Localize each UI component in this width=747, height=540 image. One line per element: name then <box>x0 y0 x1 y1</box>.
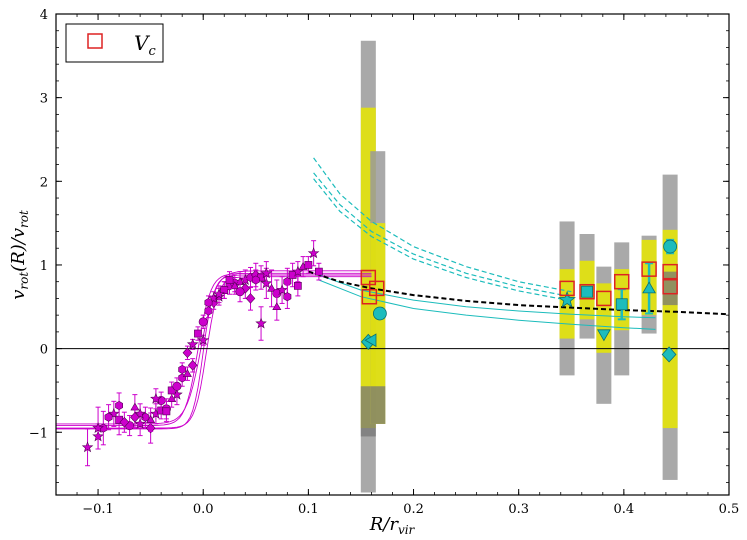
outer-markers <box>360 238 678 363</box>
yellow-band-7 <box>662 229 678 429</box>
vc-point-8 <box>662 263 678 280</box>
x-tick-label-5: 0.4 <box>614 502 635 517</box>
legend: Vc <box>65 23 164 63</box>
rc-point-43 <box>119 416 130 428</box>
vc-point-6 <box>613 273 630 290</box>
dark-band-low-1 <box>370 386 386 424</box>
rc-point-57 <box>92 421 104 433</box>
cyan-marker-7 <box>642 281 656 294</box>
x-tick-label-4: 0.3 <box>508 502 529 517</box>
rc-point-45 <box>146 415 156 424</box>
cyan-marker-5 <box>597 329 611 342</box>
x-tick-label-2: 0.1 <box>298 502 319 517</box>
vc-point-0 <box>360 269 377 286</box>
cyan-marker-4 <box>581 285 593 298</box>
cyan-solid-curve-0 <box>318 279 656 330</box>
rc-point-64 <box>204 298 213 308</box>
dark-band-high-7 <box>662 271 678 306</box>
cyan-marker-1 <box>364 333 377 348</box>
rc-point-72 <box>293 281 302 290</box>
rc-point-58 <box>115 400 123 411</box>
vc-point-2 <box>368 280 385 297</box>
rc-point-2 <box>99 423 108 433</box>
vc-point-4 <box>579 283 595 300</box>
rc-point-40 <box>307 247 320 259</box>
cyan-marker-8 <box>663 239 678 254</box>
yellow-band-4 <box>596 283 612 353</box>
rc-point-39 <box>304 261 313 269</box>
x-tick-label-3: 0.2 <box>403 502 424 517</box>
rc-point-42 <box>104 412 113 422</box>
rc-point-16 <box>182 347 193 359</box>
y-tick-label-4: 3 <box>40 92 48 107</box>
x-axis-label: R/rvir <box>369 514 416 537</box>
vc-point-5 <box>596 290 612 307</box>
cyan-marker-2 <box>372 306 387 321</box>
cyan-dashed-curve-0 <box>313 157 572 293</box>
y-tick-label-3: 2 <box>40 175 48 190</box>
rc-point-18 <box>194 329 202 338</box>
rc-point-71 <box>283 292 292 302</box>
y-axis-label: vrot(R)/vrot <box>8 210 31 300</box>
rc-point-50 <box>197 334 210 346</box>
rc-point-65 <box>213 288 225 300</box>
vc-point-7 <box>641 261 657 277</box>
x-tick-label-0: −0.1 <box>82 502 114 517</box>
error-bands <box>360 40 678 493</box>
rc-point-41 <box>315 267 323 276</box>
vc-point-9 <box>662 278 678 295</box>
rc-point-66 <box>225 276 234 284</box>
rc-point-32 <box>267 283 277 292</box>
rc-point-70 <box>272 302 282 311</box>
x-tick-label-1: 0.0 <box>193 502 214 517</box>
rc-point-47 <box>167 386 176 395</box>
rc-point-63 <box>182 369 192 377</box>
cyan-marker-6 <box>615 298 628 311</box>
rc-point-3 <box>107 407 120 419</box>
cyan-dashed-curve-2 <box>313 178 572 302</box>
rc-point-69 <box>255 317 267 329</box>
rc-point-19 <box>198 317 208 327</box>
y-tick-label-2: 1 <box>40 259 48 274</box>
rc-point-60 <box>150 392 162 404</box>
yellow-band-1 <box>370 223 386 424</box>
rc-point-53 <box>230 281 240 290</box>
rc-point-37 <box>292 265 304 277</box>
rc-point-34 <box>276 283 288 295</box>
vc-point-3 <box>559 280 575 297</box>
rc-point-17 <box>186 338 199 350</box>
x-tick-label-6: 0.5 <box>719 502 740 517</box>
legend-marker-square <box>87 33 103 49</box>
rc-point-59 <box>130 411 140 423</box>
rc-point-62 <box>172 381 182 391</box>
rc-point-49 <box>187 360 198 371</box>
rc-point-67 <box>235 287 245 297</box>
rc-point-61 <box>162 407 171 416</box>
y-tick-label-5: 4 <box>40 8 48 23</box>
rc-point-52 <box>220 286 229 294</box>
y-tick-label-0: −1 <box>29 426 48 441</box>
rc-point-56 <box>260 267 273 279</box>
legend-label: Vc <box>134 31 156 59</box>
rc-point-44 <box>134 407 146 419</box>
cyan-marker-3 <box>558 290 576 308</box>
cyan-marker-9 <box>661 346 677 363</box>
y-tick-label-1: 0 <box>40 343 48 358</box>
cyan-dashed-curve-1 <box>313 172 572 298</box>
rc-point-68 <box>245 293 256 304</box>
rotation-curve-points <box>81 240 323 467</box>
rc-point-55 <box>251 275 260 285</box>
rc-point-0 <box>81 441 94 453</box>
legend-box <box>65 23 164 63</box>
axis-ticks: −0.1 0.0 0.1 0.2 0.3 0.4 0.5 −1 0 1 2 3 4 <box>29 8 740 517</box>
